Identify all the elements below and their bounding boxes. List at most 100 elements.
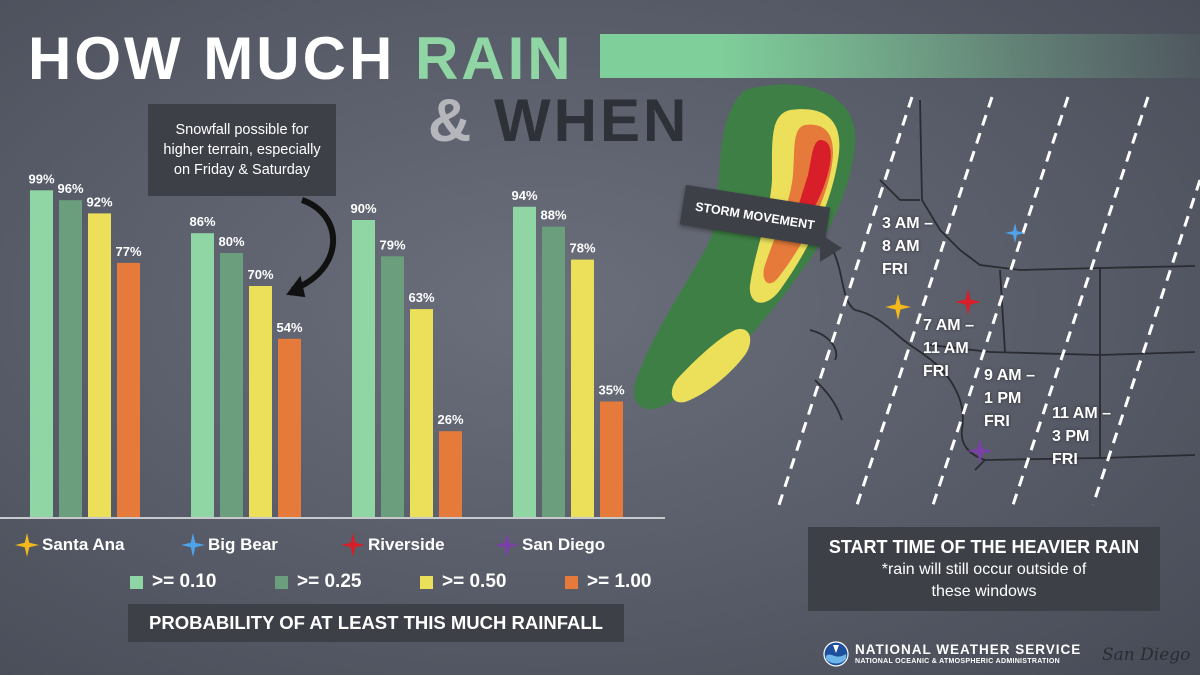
chart-title: PROBABILITY OF AT LEAST THIS MUCH RAINFA… [149,612,603,633]
storm-movement-text: STORM MOVEMENT [694,199,816,233]
time-window-start: 7 AM – [923,317,974,334]
legend-swatch [130,575,143,589]
storm-arrow-icon [820,234,842,262]
time-band-lines [777,96,1200,506]
start-time-box: START TIME OF THE HEAVIER RAIN *rain wil… [808,527,1160,611]
time-window-start: 3 AM – [882,215,933,232]
bar [249,286,272,517]
time-window-1: 3 AM – 8 AM FRI [882,212,933,281]
bar-value-label: 26% [437,412,463,427]
legend-city-label: Riverside [368,535,445,554]
bar [59,200,82,517]
snowfall-note-text: Snowfall possible for higher terrain, es… [163,122,321,178]
title-when: WHEN [494,87,690,154]
time-window-day: FRI [882,261,908,278]
bar [571,259,594,517]
chart-title-box: PROBABILITY OF AT LEAST THIS MUCH RAINFA… [128,604,624,642]
bar-value-label: 79% [379,237,405,252]
legend-city-label: Santa Ana [42,535,125,554]
legend-city-big-bear: Big Bear [180,532,278,558]
legend-series-2: >= 0.50 [420,571,506,593]
star-icon [181,533,205,557]
map-city-star-icon [1005,223,1025,243]
star-icon [495,533,519,557]
bar-value-label: 90% [350,201,376,216]
time-window-day: FRI [984,413,1010,430]
bar [600,401,623,517]
page-title: HOW MUCH RAIN [28,20,574,98]
bar-value-label: 63% [408,290,434,305]
bar [410,309,433,517]
map-city-star-icon [885,294,911,320]
time-window-end: 11 AM [923,340,969,357]
map-outline [809,99,1196,471]
map-city-star-icon [967,438,993,464]
bar [542,226,565,517]
bar-value-label: 77% [115,244,141,259]
office-name: San Diego [1102,645,1191,665]
star-icon [15,533,39,557]
bar-value-label: 96% [57,181,83,196]
snowfall-arrow [290,197,337,293]
legend-city-san-diego: San Diego [494,532,605,558]
bar-value-label: 80% [218,234,244,249]
legend-swatch [420,575,433,589]
time-window-end: 8 AM [882,238,920,255]
start-time-note-1: *rain will still occur outside of [881,561,1087,578]
time-window-day: FRI [923,363,949,380]
legend-city-santa-ana: Santa Ana [14,532,125,558]
legend-series-label: >= 0.10 [152,571,217,592]
bar [191,233,214,517]
legend-city-riverside: Riverside [340,532,445,558]
chart-baseline [0,517,665,519]
map-city-star-icon [955,289,981,315]
legend-series-label: >= 0.25 [297,571,362,592]
bar [88,213,111,517]
title-ampersand: & [428,87,475,154]
bar-value-label: 70% [247,267,273,282]
time-window-2: 7 AM – 11 AM FRI [923,314,974,383]
snowfall-arrowhead [286,275,306,298]
title-how-much: HOW MUCH [28,25,396,92]
bar [439,431,462,517]
start-time-heading: START TIME OF THE HEAVIER RAIN [828,537,1140,557]
bar-value-label: 78% [569,241,595,256]
bar-value-label: 99% [28,171,54,186]
time-window-day: FRI [1052,451,1078,468]
nws-logo: NATIONAL WEATHER SERVICE NATIONAL OCEANI… [823,641,1081,667]
legend-series-label: >= 1.00 [587,571,652,592]
bar-value-label: 94% [511,188,537,203]
start-time-note-2: these windows [931,583,1037,600]
bar [30,190,53,518]
legend-series-label: >= 0.50 [442,571,507,592]
bar [352,220,375,517]
page-subtitle: & WHEN [428,88,689,154]
bar [381,256,404,517]
star-icon [341,533,365,557]
bar-value-label: 54% [276,320,302,335]
legend-series-0: >= 0.10 [130,571,216,593]
time-window-end: 3 PM [1052,428,1090,445]
nws-agency: NATIONAL WEATHER SERVICE [855,641,1082,657]
bar-value-label: 86% [189,214,215,229]
bar-value-label: 92% [86,194,112,209]
nws-parent: NATIONAL OCEANIC & ATMOSPHERIC ADMINISTR… [855,657,1060,665]
legend-city-label: Big Bear [208,535,278,554]
time-window-end: 1 PM [984,390,1022,407]
bar-value-label: 88% [540,208,566,223]
snowfall-note: Snowfall possible for higher terrain, es… [148,104,336,196]
time-window-4: 11 AM – 3 PM FRI [1052,402,1111,471]
time-window-start: 11 AM – [1052,405,1111,422]
bar [513,206,536,518]
bar [220,253,243,517]
title-accent-bar [600,34,1200,78]
time-window-3: 9 AM – 1 PM FRI [984,364,1035,433]
legend-swatch [275,575,288,589]
legend-series-3: >= 1.00 [565,571,651,593]
bar [117,262,140,517]
legend-city-label: San Diego [522,535,606,554]
bar [278,338,301,517]
legend-series-1: >= 0.25 [275,571,361,593]
bar-value-label: 35% [598,383,624,398]
time-window-start: 9 AM – [984,367,1035,384]
